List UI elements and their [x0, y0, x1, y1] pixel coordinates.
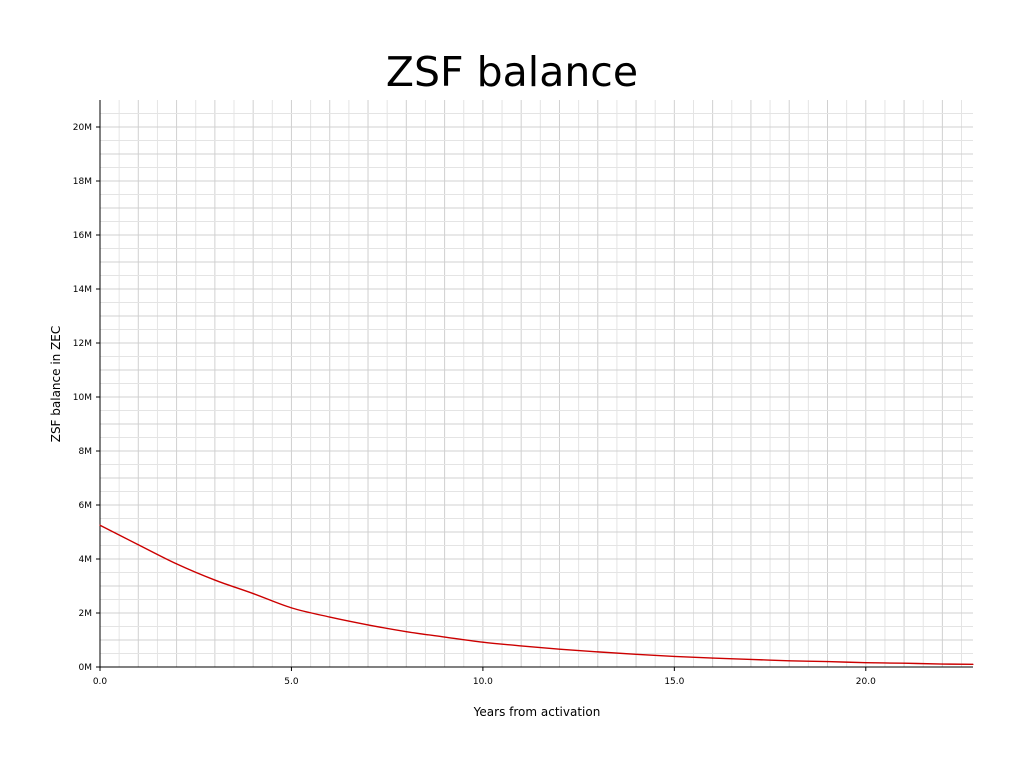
y-tick-label: 16M — [73, 231, 92, 241]
data-point — [290, 607, 293, 609]
data-point — [99, 524, 101, 526]
data-point — [520, 645, 522, 647]
data-point — [788, 660, 790, 662]
data-point — [329, 616, 331, 618]
x-axis-label: Years from activation — [473, 705, 601, 719]
x-tick-label: 15.0 — [664, 677, 684, 687]
y-tick-label: 20M — [73, 123, 92, 133]
data-point — [750, 658, 752, 661]
chart-title: ZSF balance — [385, 48, 639, 96]
x-tick-label: 20.0 — [856, 677, 876, 687]
data-point — [405, 631, 407, 633]
y-tick-label: 2M — [79, 609, 93, 619]
data-point — [826, 661, 829, 663]
axes — [99, 100, 973, 668]
y-axis-label: ZSF balance in ZEC — [49, 326, 63, 443]
ticks: 0.0 5.0 10.0 15.0 20.0 0M 2M 4M 6M 8M 10M 12M 14M 16M… — [73, 123, 876, 687]
x-tick-label: 5.0 — [284, 677, 299, 687]
data-point — [635, 653, 637, 655]
data-point — [597, 651, 599, 653]
series — [99, 524, 974, 665]
grid — [100, 100, 973, 667]
y-tick-label: 12M — [73, 339, 92, 349]
y-tick-label: 18M — [73, 177, 92, 187]
y-tick-label: 4M — [79, 555, 93, 565]
x-tick-label: 10.0 — [473, 677, 493, 687]
data-point — [214, 579, 216, 581]
y-tick-label: 0M — [79, 663, 93, 673]
data-point — [252, 592, 254, 595]
data-point — [558, 648, 561, 650]
data-point — [175, 563, 178, 565]
y-tick-label: 6M — [79, 501, 93, 511]
data-point — [482, 641, 484, 643]
data-point — [712, 657, 714, 659]
y-tick-label: 10M — [73, 393, 92, 403]
data-point — [444, 636, 446, 638]
y-tick-label: 14M — [73, 285, 92, 295]
data-point — [673, 655, 675, 658]
data-point — [865, 662, 867, 664]
data-point — [903, 662, 905, 664]
data-point — [137, 544, 139, 546]
data-point — [367, 624, 369, 626]
y-tick-label: 8M — [79, 447, 93, 457]
data-point — [972, 663, 974, 665]
series-line — [99, 524, 974, 665]
x-tick-label: 0.0 — [93, 677, 108, 687]
data-point — [941, 663, 943, 665]
